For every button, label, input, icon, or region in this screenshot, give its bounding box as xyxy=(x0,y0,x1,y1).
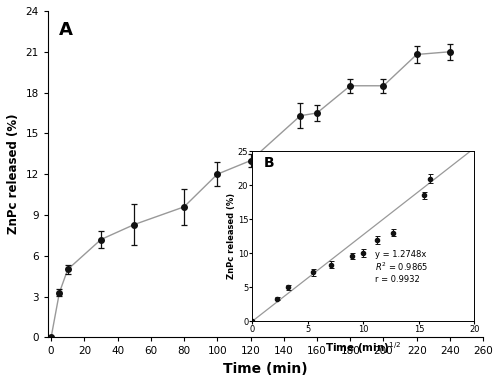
Y-axis label: ZnPc released (%): ZnPc released (%) xyxy=(7,114,20,234)
Text: A: A xyxy=(58,21,72,39)
X-axis label: Time (min): Time (min) xyxy=(223,362,308,376)
